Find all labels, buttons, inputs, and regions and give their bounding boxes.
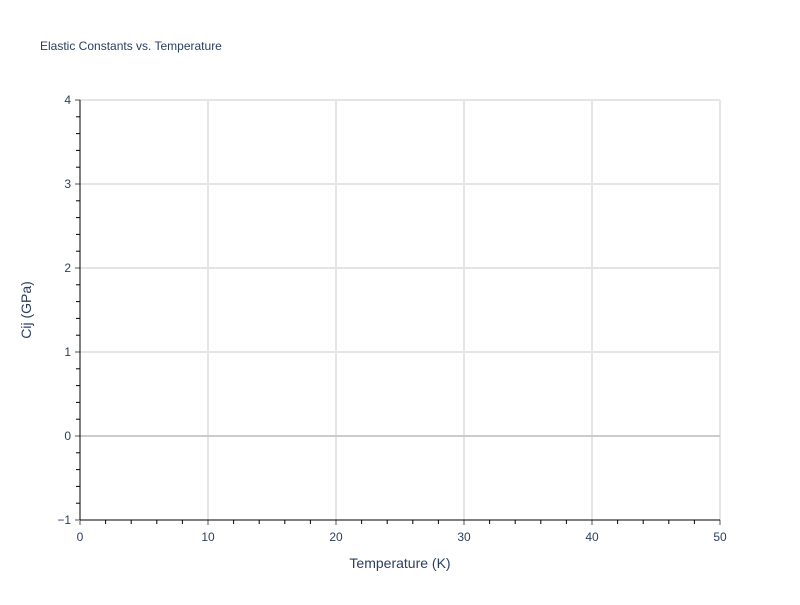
x-tick-label: 10	[201, 530, 215, 544]
y-tick-label: 3	[64, 177, 71, 191]
x-tick-label: 40	[585, 530, 599, 544]
x-tick-label: 0	[77, 530, 84, 544]
y-tick-label: 1	[64, 345, 71, 359]
chart-title: Elastic Constants vs. Temperature	[40, 39, 222, 53]
y-tick-label: 2	[64, 261, 71, 275]
x-tick-label: 50	[713, 530, 727, 544]
y-tick-label: 0	[64, 429, 71, 443]
x-tick-label: 20	[329, 530, 343, 544]
x-tick-label: 30	[457, 530, 471, 544]
y-axis-label: Cij (GPa)	[18, 281, 34, 339]
y-tick-label: −1	[57, 513, 71, 527]
y-tick-label: 4	[64, 93, 71, 107]
x-axis-label: Temperature (K)	[349, 555, 450, 571]
